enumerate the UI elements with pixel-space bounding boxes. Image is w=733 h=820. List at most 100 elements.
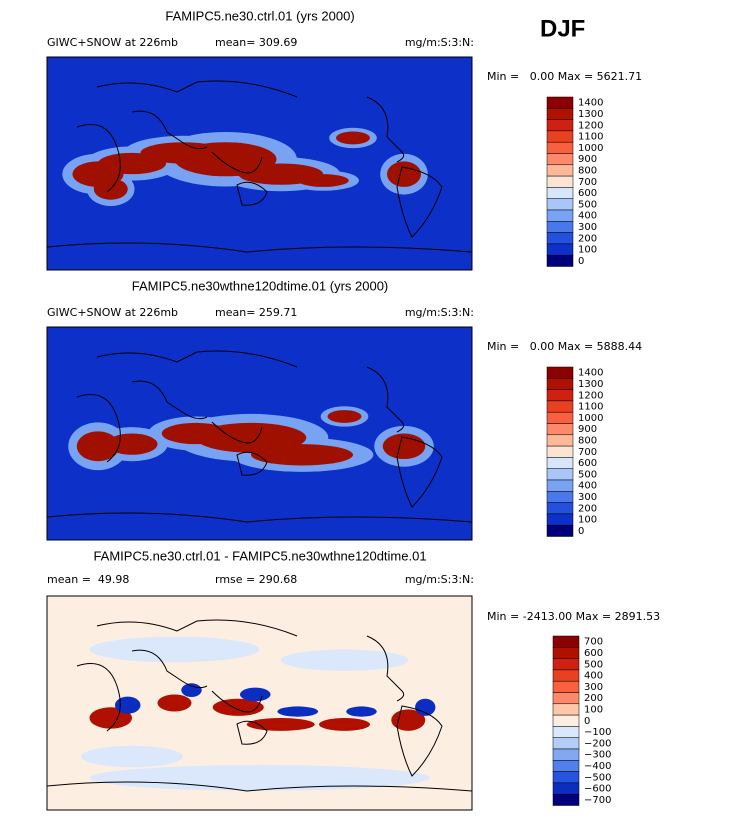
colorbar-box (552, 714, 580, 727)
field-negative (346, 706, 377, 717)
colorbar-label: 200 (578, 233, 597, 244)
field-negative (280, 649, 409, 671)
colorbar-label: 900 (578, 154, 597, 165)
map (47, 596, 472, 810)
field-core (195, 422, 307, 453)
colorbar-box (552, 635, 580, 648)
field-negative (89, 636, 260, 663)
colorbar-box (552, 771, 580, 784)
colorbar-box (546, 502, 574, 515)
colorbar-label: 700 (578, 177, 597, 188)
map-frame (46, 56, 473, 271)
colorbar-box (546, 164, 574, 177)
field-positive (319, 717, 370, 731)
colorbar-box (552, 669, 580, 682)
colorbar-box (552, 680, 580, 693)
field-positive (89, 707, 132, 729)
panel-title: FAMIPC5.ne30.ctrl.01 (yrs 2000) (165, 8, 354, 23)
field-negative (81, 745, 183, 768)
colorbar-box (546, 491, 574, 503)
colorbar-box (546, 187, 574, 199)
colorbar-label: 300 (578, 222, 597, 233)
colorbar-box (546, 423, 574, 436)
colorbar-box (552, 692, 580, 705)
colorbar-box (552, 703, 580, 716)
map-frame (46, 326, 473, 541)
colorbar-box (546, 254, 574, 267)
colorbar-box (552, 782, 580, 795)
field-negative (415, 698, 436, 716)
colorbar-box (546, 198, 574, 211)
colorbar-box (546, 513, 574, 526)
colorbar-box (546, 232, 574, 245)
colorbar-box (546, 209, 574, 222)
colorbar-label: 700 (584, 637, 603, 648)
field-negative (239, 687, 271, 702)
colorbar-box (546, 243, 574, 256)
colorbar-label: 1200 (578, 390, 603, 401)
field-positive (246, 717, 315, 731)
colorbar-box (546, 153, 574, 166)
colorbar-label: 1400 (578, 98, 603, 109)
colorbar-label: 900 (578, 424, 597, 435)
colorbar-box (546, 411, 574, 424)
field-core (387, 161, 421, 187)
min-max: Min = 0.00 Max = 5621.71 (487, 70, 642, 83)
colorbar-box (546, 445, 574, 458)
field-core (251, 444, 353, 466)
colorbar-label: 700 (578, 447, 597, 458)
statistic: rmse = 290.68 (215, 573, 297, 586)
field-label: mean = 49.98 (47, 573, 129, 586)
colorbar-label: 1000 (578, 413, 603, 424)
colorbar-box (546, 108, 574, 120)
units: mg/m:S:3:N: (405, 36, 474, 49)
colorbar-label: 1200 (578, 120, 603, 131)
colorbar-box (546, 130, 574, 143)
colorbar-label: 100 (584, 704, 603, 715)
colorbar-box (552, 760, 580, 772)
colorbar-box (552, 748, 580, 761)
colorbar-label: 400 (578, 481, 597, 492)
colorbar-label: 300 (578, 492, 597, 503)
colorbar-label: 1300 (578, 379, 603, 390)
field-label: GIWC+SNOW at 226mb (47, 36, 178, 49)
units: mg/m:S:3:N: (405, 306, 474, 319)
field-core (327, 410, 362, 423)
colorbar-box (546, 457, 574, 469)
colorbar-label: 100 (578, 515, 597, 526)
colorbar-label: 1400 (578, 368, 603, 379)
colorbar-box (552, 793, 580, 806)
colorbar-box (546, 389, 574, 402)
colorbar-box (552, 726, 580, 738)
min-max: Min = -2413.00 Max = 2891.53 (487, 610, 660, 623)
colorbar-label: 500 (578, 469, 597, 480)
panel-title: FAMIPC5.ne30.ctrl.01 - FAMIPC5.ne30wthne… (93, 548, 426, 563)
colorbar-label: 800 (578, 165, 597, 176)
colorbar-label: 600 (578, 188, 597, 199)
colorbar-box (552, 658, 580, 671)
colorbar-label: 300 (584, 682, 603, 693)
colorbar-box (546, 524, 574, 537)
colorbar-label: 1100 (578, 132, 603, 143)
colorbar-box (546, 96, 574, 109)
colorbar-label: −500 (584, 772, 611, 783)
colorbar-label: 600 (578, 458, 597, 469)
colorbar-label: 0 (578, 526, 584, 537)
statistic: mean= 309.69 (215, 36, 297, 49)
colorbar-label: 0 (584, 716, 590, 727)
colorbar-label: −600 (584, 784, 611, 795)
colorbar-box (546, 141, 574, 154)
colorbar-label: −700 (584, 795, 611, 806)
statistic: mean= 259.71 (215, 306, 297, 319)
colorbar-box (546, 479, 574, 492)
colorbar-label: 1000 (578, 143, 603, 154)
colorbar-label: 400 (584, 671, 603, 682)
colorbar-box (546, 119, 574, 132)
min-max: Min = 0.00 Max = 5888.44 (487, 340, 642, 353)
field-positive (157, 694, 192, 712)
colorbar-label: 0 (578, 256, 584, 267)
colorbar-label: −200 (584, 738, 611, 749)
colorbar-label: 200 (584, 693, 603, 704)
colorbar-label: 400 (578, 211, 597, 222)
colorbar-label: 200 (578, 503, 597, 514)
